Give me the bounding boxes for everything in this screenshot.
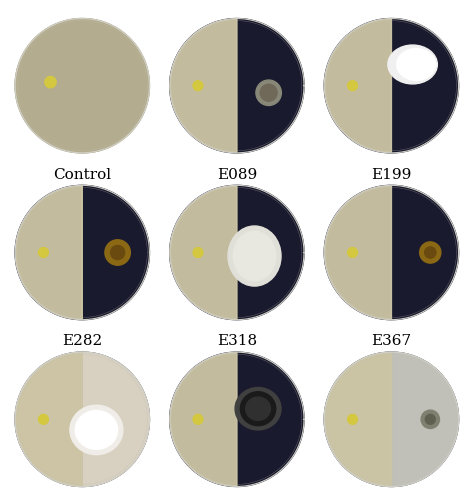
Text: E367: E367	[371, 334, 411, 348]
Circle shape	[260, 84, 277, 101]
Polygon shape	[170, 18, 304, 153]
Polygon shape	[16, 353, 82, 486]
Text: E318: E318	[217, 334, 257, 348]
Circle shape	[111, 246, 125, 260]
Circle shape	[105, 240, 130, 265]
Text: E282: E282	[62, 334, 102, 348]
Ellipse shape	[246, 397, 271, 420]
Circle shape	[425, 414, 435, 424]
Polygon shape	[170, 186, 237, 319]
Circle shape	[256, 80, 281, 106]
Polygon shape	[15, 352, 150, 486]
Polygon shape	[170, 352, 304, 486]
Ellipse shape	[233, 232, 276, 281]
Polygon shape	[170, 353, 237, 486]
Polygon shape	[324, 18, 459, 153]
Polygon shape	[324, 352, 459, 486]
Polygon shape	[170, 19, 237, 152]
Polygon shape	[15, 18, 150, 153]
Polygon shape	[15, 18, 150, 153]
Ellipse shape	[241, 392, 276, 426]
Ellipse shape	[235, 388, 281, 430]
Circle shape	[38, 248, 48, 258]
Circle shape	[348, 248, 357, 258]
Polygon shape	[325, 353, 392, 486]
Polygon shape	[325, 186, 392, 319]
Ellipse shape	[397, 48, 436, 80]
Polygon shape	[170, 353, 237, 486]
Polygon shape	[16, 186, 82, 319]
Circle shape	[193, 248, 203, 258]
Polygon shape	[16, 186, 82, 319]
Polygon shape	[16, 353, 82, 486]
Polygon shape	[325, 353, 392, 486]
Text: Control: Control	[53, 168, 111, 181]
Polygon shape	[170, 186, 304, 320]
Polygon shape	[15, 186, 150, 320]
Ellipse shape	[75, 410, 118, 450]
Text: E089: E089	[217, 168, 257, 181]
Polygon shape	[325, 353, 392, 486]
Ellipse shape	[228, 226, 281, 286]
Ellipse shape	[388, 45, 438, 84]
Circle shape	[45, 76, 56, 88]
Circle shape	[420, 242, 441, 263]
Ellipse shape	[70, 405, 123, 454]
Polygon shape	[324, 186, 459, 320]
Circle shape	[193, 414, 203, 424]
Circle shape	[348, 80, 357, 90]
Polygon shape	[324, 352, 459, 486]
Circle shape	[424, 247, 436, 258]
Circle shape	[193, 80, 203, 90]
Polygon shape	[325, 19, 392, 152]
Circle shape	[421, 410, 439, 428]
Text: E199: E199	[371, 168, 412, 181]
Polygon shape	[325, 186, 392, 319]
Polygon shape	[15, 352, 150, 486]
Polygon shape	[170, 19, 237, 152]
Polygon shape	[170, 186, 237, 319]
Circle shape	[348, 414, 357, 424]
Circle shape	[38, 414, 48, 424]
Polygon shape	[16, 353, 82, 486]
Polygon shape	[325, 19, 392, 152]
